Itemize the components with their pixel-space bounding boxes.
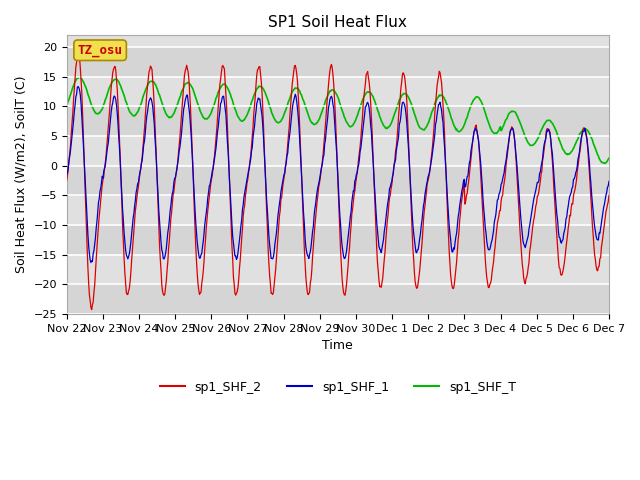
sp1_SHF_2	[405, 151, 413, 157]
sp1_SHF_1	[63, 171, 70, 177]
Line: sp1_SHF_T: sp1_SHF_T	[67, 77, 609, 163]
sp1_SHF_1	[185, 105, 193, 111]
sp1_SHF_2	[130, 227, 138, 232]
sp1_SHF_2	[421, 203, 429, 209]
Bar	[67, 47, 609, 77]
sp1_SHF_2	[214, 113, 221, 119]
sp1_SHF_T	[63, 102, 70, 108]
sp1_SHF_1	[214, 128, 221, 134]
sp1_SHF_1	[73, 91, 81, 97]
Text: TZ_osu: TZ_osu	[77, 44, 123, 57]
sp1_SHF_T	[75, 74, 83, 80]
sp1_SHF_T	[602, 160, 609, 166]
sp1_SHF_1	[605, 179, 612, 184]
Y-axis label: Soil Heat Flux (W/m2), SoilT (C): Soil Heat Flux (W/m2), SoilT (C)	[15, 76, 28, 273]
sp1_SHF_2	[73, 60, 81, 65]
sp1_SHF_T	[404, 94, 412, 100]
sp1_SHF_T	[605, 156, 612, 161]
Title: SP1 Soil Heat Flux: SP1 Soil Heat Flux	[268, 15, 407, 30]
sp1_SHF_2	[74, 50, 82, 56]
sp1_SHF_2	[88, 307, 95, 312]
sp1_SHF_2	[185, 77, 193, 83]
sp1_SHF_1	[130, 211, 138, 216]
sp1_SHF_T	[129, 113, 137, 119]
sp1_SHF_1	[405, 157, 413, 163]
Bar	[67, 107, 609, 136]
Bar	[67, 284, 609, 314]
sp1_SHF_1	[421, 192, 429, 197]
X-axis label: Time: Time	[323, 339, 353, 352]
Bar	[67, 225, 609, 254]
sp1_SHF_T	[184, 80, 192, 85]
sp1_SHF_T	[73, 76, 81, 82]
Bar	[67, 166, 609, 195]
Legend: sp1_SHF_2, sp1_SHF_1, sp1_SHF_T: sp1_SHF_2, sp1_SHF_1, sp1_SHF_T	[155, 376, 521, 399]
Line: sp1_SHF_2: sp1_SHF_2	[67, 53, 609, 310]
sp1_SHF_1	[87, 260, 95, 265]
sp1_SHF_1	[74, 84, 82, 89]
sp1_SHF_2	[605, 192, 612, 198]
Line: sp1_SHF_1: sp1_SHF_1	[67, 86, 609, 263]
sp1_SHF_2	[63, 177, 70, 183]
sp1_SHF_T	[213, 94, 221, 99]
sp1_SHF_T	[420, 127, 428, 133]
